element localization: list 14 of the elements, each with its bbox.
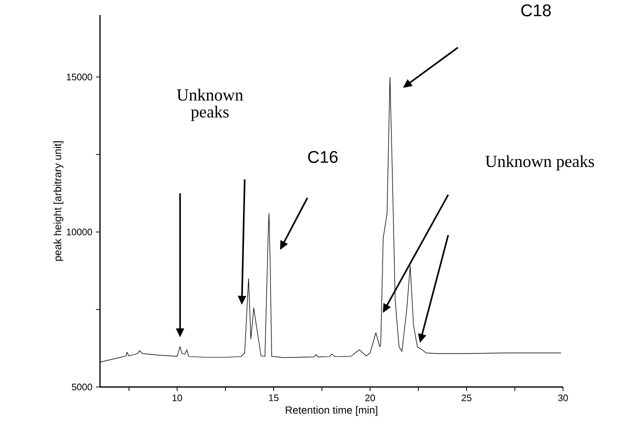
y-tick-label: 15000: [66, 74, 92, 80]
x-tick-label: 10: [172, 394, 182, 402]
x-tick-label: 20: [365, 394, 375, 402]
x-axis-title: Retention time [min]: [286, 406, 378, 416]
y-tick-label: 10000: [66, 228, 92, 236]
annotation: Unknown peaks: [176, 88, 244, 122]
y-axis-title: peak height [arbitrary unit]: [54, 141, 64, 261]
x-tick-label: 15: [269, 394, 278, 402]
x-tick-label: 30: [558, 394, 568, 402]
x-tick-label: 25: [462, 394, 472, 402]
annotation: Unknown peaks: [485, 155, 594, 171]
y-tick-label: 5000: [72, 384, 92, 390]
annotation: C16: [308, 150, 338, 163]
annotation: C18: [521, 4, 551, 16]
